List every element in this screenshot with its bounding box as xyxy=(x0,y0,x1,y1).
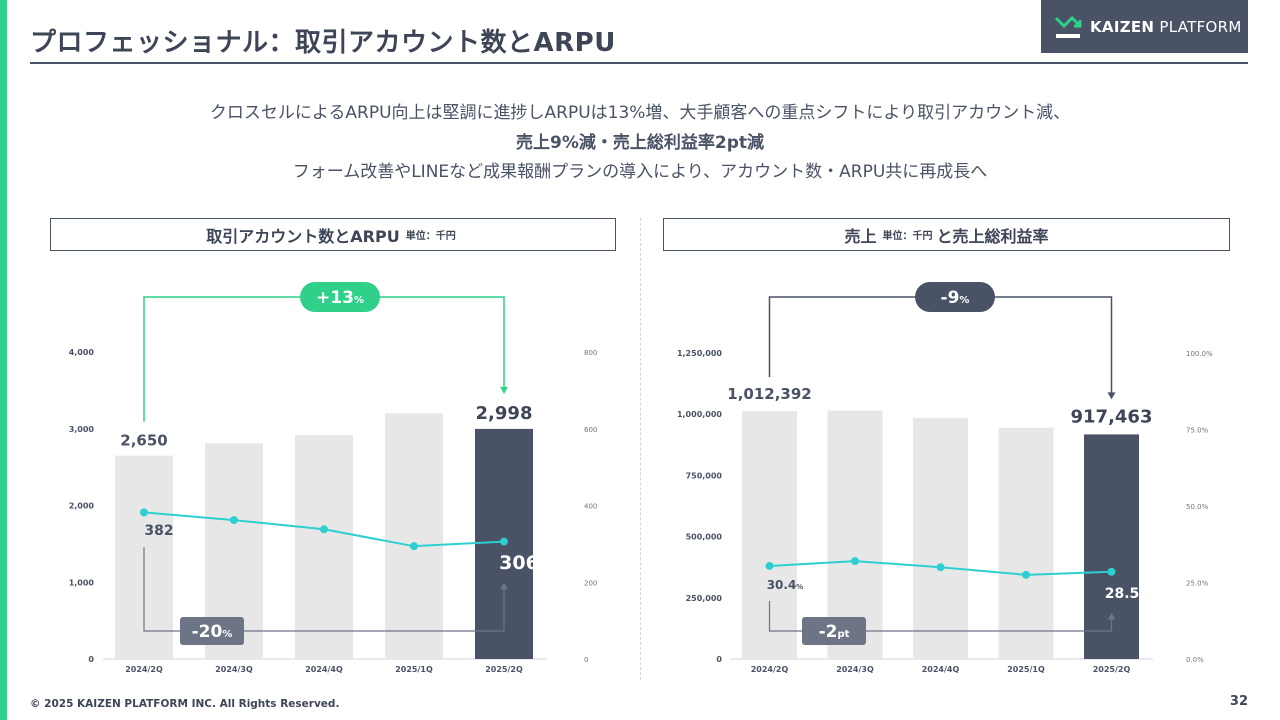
chart2-right-tick: 75.0% xyxy=(1186,427,1209,435)
chart1-line-point xyxy=(140,508,148,517)
chart2-bar xyxy=(998,427,1054,659)
chart1-title: 取引アカウント数とARPU 単位：千円 xyxy=(50,218,616,251)
chart2-bar-change-badge-bg xyxy=(915,282,995,312)
chart2-line-change-badge: -2pt xyxy=(819,622,850,642)
chart1-category-label: 2024/4Q xyxy=(305,665,343,674)
chart1-bar-change-badge: +13% xyxy=(316,288,364,308)
chart1-line-point xyxy=(410,542,418,551)
chart1-left-tick: 4,000 xyxy=(69,348,95,357)
chart1-category-label: 2024/2Q xyxy=(125,665,163,674)
chart1-last-line-label: 306 xyxy=(499,552,539,574)
chart1-line-point xyxy=(320,525,328,534)
chart2-title: 売上 単位：千円 と売上総利益率 xyxy=(663,218,1230,251)
chart2-right-tick: 50.0% xyxy=(1186,503,1209,511)
chart1-left-tick: 3,000 xyxy=(69,425,95,434)
page-number: 32 xyxy=(1229,694,1248,709)
chart1-left-tick: 2,000 xyxy=(69,502,95,511)
growth-check-icon xyxy=(1054,15,1082,38)
chart2-last-bar-label: 917,463 xyxy=(1071,406,1153,427)
chart2-category-label: 2024/4Q xyxy=(922,665,960,674)
chart2-category-label: 2025/1Q xyxy=(1007,665,1045,674)
chart1-line-point xyxy=(230,516,238,525)
chart2-first-line-label: 30.4% xyxy=(767,578,804,592)
chart1-category-label: 2024/3Q xyxy=(215,665,253,674)
chart2-bar-change-arrow xyxy=(1107,392,1116,400)
chart2-left-tick: 0 xyxy=(716,655,722,664)
chart2-line-change-bracket xyxy=(768,600,1113,632)
chart1-line-change-arrow xyxy=(500,582,508,590)
chart1-line-point xyxy=(500,537,508,546)
summary-line-3: フォーム改善やLINEなど成果報酬プランの導入により、アカウント数・ARPU共に… xyxy=(292,162,988,182)
chart1-right-tick: 0 xyxy=(584,656,588,664)
chart1-bar-change-badge-bg xyxy=(300,282,380,312)
chart1-left-tick: 0 xyxy=(88,655,94,664)
company-logo: KAIZEN PLATFORM xyxy=(1041,0,1248,53)
chart1-line-change-bracket xyxy=(143,547,505,632)
chart1-bar xyxy=(385,413,443,659)
chart2-category-label: 2024/2Q xyxy=(751,665,789,674)
chart2-line-point xyxy=(765,561,774,570)
chart2-category-label: 2024/3Q xyxy=(836,665,874,674)
chart2-first-bar-label: 1,012,392 xyxy=(727,385,811,403)
chart1-right-tick: 600 xyxy=(584,426,597,434)
chart1-bar xyxy=(295,434,353,659)
copyright: © 2025 KAIZEN PLATFORM INC. All Rights R… xyxy=(30,698,340,710)
chart2-left-tick: 1,250,000 xyxy=(677,349,722,358)
accent-bar xyxy=(0,0,7,720)
page-title: プロフェッショナル：取引アカウント数とARPU xyxy=(30,28,616,58)
logo-text: KAIZEN PLATFORM xyxy=(1090,17,1242,36)
chart2-line-point xyxy=(851,557,859,566)
chart1-right-tick: 800 xyxy=(584,349,597,357)
chart1-left-tick: 1,000 xyxy=(69,578,95,587)
chart2-right-tick: 25.0% xyxy=(1186,580,1209,588)
chart2-bar-change-badge: -9% xyxy=(941,288,970,308)
chart1-line-change-badge: -20% xyxy=(192,622,233,642)
chart2-line-change-arrow xyxy=(1107,612,1116,620)
chart1-last-bar-label: 2,998 xyxy=(476,403,533,424)
chart2-last-line-label: 28.5% xyxy=(1105,586,1148,602)
chart2-right-tick: 0.0% xyxy=(1186,656,1204,664)
chart2-line-point xyxy=(936,563,945,572)
chart1-bar-change-arrow xyxy=(500,386,508,394)
chart2-line-change-badge-bg xyxy=(802,617,866,645)
panel-divider xyxy=(640,218,641,680)
chart1-first-line-label: 382 xyxy=(144,523,173,539)
chart2-left-tick: 1,000,000 xyxy=(677,410,722,419)
chart1-right-tick: 400 xyxy=(584,503,597,511)
chart2-bar xyxy=(913,417,968,659)
title-rule xyxy=(30,62,1248,64)
chart2-left-tick: 250,000 xyxy=(686,594,723,603)
chart1-category-label: 2025/1Q xyxy=(395,665,433,674)
chart1-category-label: 2025/2Q xyxy=(485,665,523,674)
chart2-category-label: 2025/2Q xyxy=(1093,665,1131,674)
chart2-line-point xyxy=(1107,567,1116,576)
summary-line-1: クロスセルによるARPU向上は堅調に進捗しARPUは13%増、大手顧客への重点シ… xyxy=(209,103,1071,123)
chart2-right-tick: 100.0% xyxy=(1186,350,1213,358)
chart1-bar-change-bracket xyxy=(143,296,505,422)
chart1-line-change-badge-bg xyxy=(180,617,244,645)
chart2-line-point xyxy=(1022,570,1030,579)
chart2-left-tick: 750,000 xyxy=(686,471,723,480)
chart2-left-tick: 500,000 xyxy=(686,533,723,542)
summary-line-2: 売上9%減・売上総利益率2pt減 xyxy=(516,133,764,153)
chart1-first-bar-label: 2,650 xyxy=(120,432,167,450)
chart1-right-tick: 200 xyxy=(584,579,597,587)
